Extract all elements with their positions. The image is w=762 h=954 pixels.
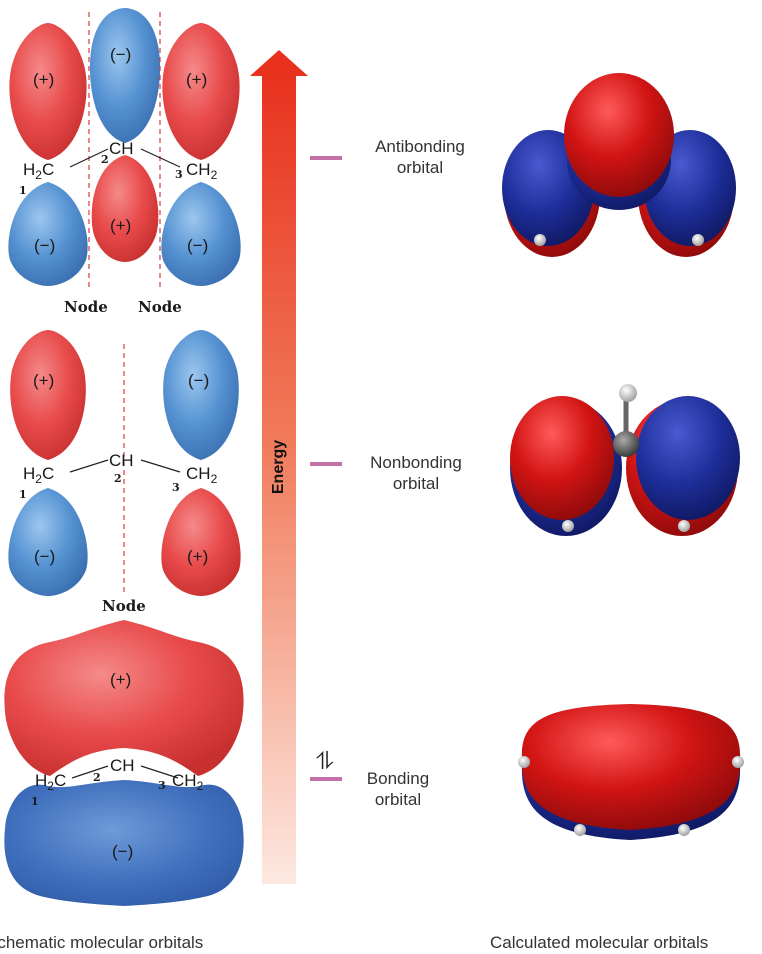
bonding-carbon-2: 2 (93, 771, 101, 784)
bonding-ch2-right: CH2 (172, 771, 204, 793)
nonbonding-carbon-2: 2 (114, 472, 122, 485)
lobe-lower (4, 780, 244, 906)
calculated-bonding (518, 704, 744, 840)
antibonding-label-line2: orbital (396, 158, 444, 177)
energy-axis-label: Energy (270, 439, 287, 495)
lobe-upper-left (9, 23, 87, 160)
lobe-upper-right (162, 23, 240, 160)
schematic-bonding (4, 620, 244, 906)
bonding-level-line (310, 777, 342, 781)
antibonding-level-line (310, 156, 342, 160)
antibonding-node-label-1: Node (64, 298, 108, 316)
bonding-label-line2: orbital (374, 790, 422, 809)
bonding-label-line1: Bonding (366, 769, 430, 788)
nonbonding-ch-center: CH (109, 451, 134, 470)
bond-line (140, 148, 181, 168)
calculated-antibonding (502, 73, 736, 257)
antibonding-sign-lower-center: (+) (110, 216, 132, 235)
nonbonding-sign-lower-left: (−) (34, 547, 56, 566)
nonbonding-sign-upper-left: (+) (33, 371, 55, 390)
bonding-level-label: Bonding orbital (358, 768, 438, 810)
bond-line (69, 148, 109, 168)
antibonding-sign-upper-center: (−) (110, 45, 132, 64)
bonding-carbon-1: 1 (31, 795, 39, 808)
nonbonding-sign-upper-right: (−) (188, 371, 210, 390)
antibonding-label-line1: Antibonding (375, 137, 465, 156)
lobe-lower-center (91, 155, 159, 262)
antibonding-sign-lower-left: (−) (34, 236, 56, 255)
antibonding-ch-center: CH (109, 139, 134, 158)
bonding-carbon-3: 3 (158, 779, 166, 792)
bonding-sign-upper: (+) (110, 670, 132, 689)
calculated-nonbonding (510, 384, 740, 536)
lobe-upper-right (163, 330, 239, 460)
bonding-ch-center: CH (110, 756, 135, 775)
antibonding-level-label: Antibonding orbital (362, 136, 478, 178)
antibonding-carbon-2: 2 (101, 153, 109, 166)
bonding-sign-lower: (−) (112, 842, 134, 861)
antibonding-carbon-1: 1 (19, 184, 27, 197)
bond-line (69, 459, 109, 473)
bonding-electron-pair-arrows: ⥮ (316, 747, 334, 775)
caption-schematic: Schematic molecular orbitals (0, 933, 204, 952)
caption-calculated: Calculated molecular orbitals (490, 933, 709, 952)
nonbonding-carbon-1: 1 (19, 488, 27, 501)
lobe-upper (4, 620, 244, 776)
nonbonding-node-label: Node (102, 597, 146, 615)
schematic-nonbonding (8, 330, 241, 596)
nonbonding-level-line (310, 462, 342, 466)
antibonding-ch2-left: H2C (23, 160, 55, 182)
antibonding-node-label-2: Node (138, 298, 182, 316)
nonbonding-ch2-right: CH2 (186, 464, 218, 486)
lobe-lower-right (161, 488, 241, 596)
bonding-ch2-left: H2C (35, 771, 67, 793)
bond-line (140, 459, 181, 473)
nonbonding-label-line1: Nonbonding (370, 453, 462, 472)
nonbonding-sign-lower-right: (+) (187, 547, 209, 566)
bond-line (140, 765, 179, 779)
lobe-lower-left (8, 182, 88, 286)
lobe-lower-right (161, 182, 241, 286)
antibonding-ch2-right: CH2 (186, 160, 218, 182)
nonbonding-level-label: Nonbonding orbital (358, 452, 474, 494)
antibonding-sign-upper-right: (+) (186, 70, 208, 89)
nonbonding-carbon-3: 3 (172, 481, 180, 494)
antibonding-sign-upper-left: (+) (33, 70, 55, 89)
nonbonding-label-line2: orbital (392, 474, 440, 493)
nonbonding-ch2-left: H2C (23, 464, 55, 486)
lobe-upper-center (89, 8, 161, 143)
schematic-antibonding (8, 8, 241, 290)
bond-line (71, 765, 109, 779)
lobe-lower-left (8, 488, 88, 596)
antibonding-sign-lower-right: (−) (187, 236, 209, 255)
antibonding-carbon-3: 3 (175, 168, 183, 181)
lobe-upper-left (10, 330, 86, 460)
energy-arrow (250, 50, 308, 884)
